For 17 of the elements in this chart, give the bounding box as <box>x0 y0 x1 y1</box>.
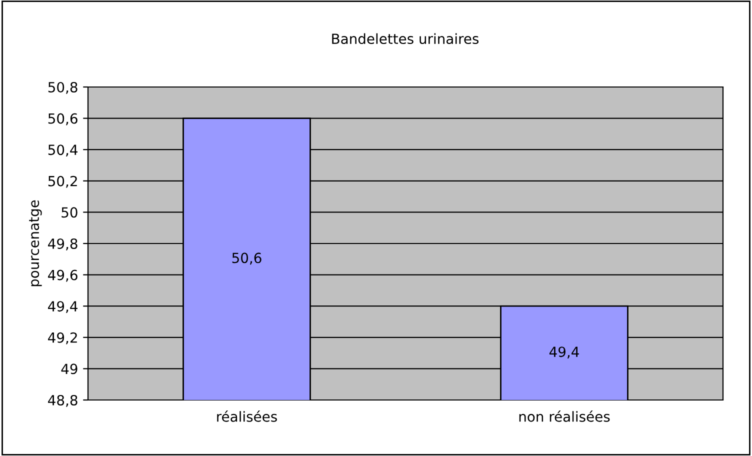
y-tick-label: 50,6 <box>48 113 78 126</box>
y-tick-label: 50,2 <box>48 176 77 188</box>
chart-title: Bandelettes urinaires <box>332 33 479 44</box>
y-tick-label: 48,8 <box>48 394 78 407</box>
y-axis-title: pourcenatge <box>29 200 42 286</box>
data-label: 49,4 <box>549 346 579 358</box>
x-tick-label: réalisées <box>217 410 277 422</box>
x-tick-label: non réalisées <box>519 410 610 422</box>
y-tick-label: 49,4 <box>48 301 78 313</box>
y-tick-label: 49,6 <box>48 270 78 282</box>
y-tick-label: 50 <box>62 207 78 218</box>
y-tick-label: 50,4 <box>48 144 78 156</box>
y-tick-label: 49,8 <box>48 238 78 250</box>
data-label: 50,6 <box>232 252 262 265</box>
y-tick-label: 50,8 <box>48 82 78 94</box>
y-tick-label: 49 <box>61 364 78 374</box>
y-tick-label: 49,2 <box>48 332 77 344</box>
